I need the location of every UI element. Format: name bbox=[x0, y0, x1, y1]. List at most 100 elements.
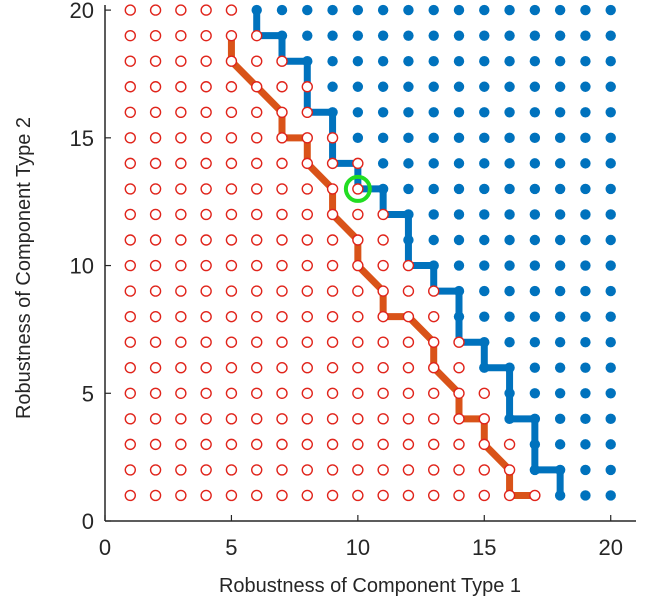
success-point bbox=[479, 336, 490, 348]
success-point bbox=[428, 183, 439, 195]
success-point bbox=[605, 464, 616, 476]
failure-point bbox=[276, 81, 288, 93]
failure-point bbox=[200, 208, 212, 221]
failure-point bbox=[175, 81, 187, 93]
failure-point bbox=[200, 310, 212, 323]
success-point bbox=[453, 4, 465, 16]
failure-point bbox=[276, 362, 288, 374]
success-point bbox=[529, 464, 541, 476]
success-point bbox=[529, 183, 541, 195]
success-point bbox=[504, 234, 515, 246]
success-point bbox=[504, 285, 515, 297]
failure-point bbox=[453, 336, 465, 348]
success-point bbox=[352, 30, 364, 41]
failure-point bbox=[326, 234, 339, 246]
success-point bbox=[605, 490, 616, 501]
success-point bbox=[403, 209, 414, 220]
failure-point bbox=[149, 4, 162, 16]
failure-point bbox=[175, 234, 187, 246]
failure-point bbox=[529, 489, 541, 502]
failure-point bbox=[225, 362, 238, 374]
failure-point bbox=[225, 106, 238, 118]
failure-point bbox=[402, 489, 415, 502]
failure-point bbox=[225, 285, 238, 297]
failure-point bbox=[251, 285, 263, 297]
success-point bbox=[453, 158, 465, 169]
success-point bbox=[302, 30, 313, 41]
success-point bbox=[479, 132, 490, 144]
failure-point bbox=[175, 489, 187, 502]
failure-point bbox=[453, 464, 465, 476]
failure-point bbox=[149, 489, 162, 502]
success-point bbox=[327, 30, 338, 41]
failure-point bbox=[200, 438, 212, 451]
failure-point bbox=[251, 55, 263, 67]
failure-point bbox=[175, 55, 187, 67]
success-point bbox=[504, 183, 515, 195]
success-point bbox=[504, 388, 515, 399]
failure-point bbox=[149, 81, 162, 93]
failure-point bbox=[326, 387, 339, 399]
success-point bbox=[352, 4, 364, 16]
success-point bbox=[529, 311, 541, 322]
failure-point bbox=[175, 387, 187, 399]
failure-point bbox=[175, 464, 187, 476]
success-point bbox=[605, 183, 616, 195]
failure-point bbox=[352, 183, 364, 195]
failure-point bbox=[326, 132, 339, 144]
failure-point bbox=[402, 259, 415, 272]
failure-point bbox=[377, 489, 389, 502]
failure-point bbox=[200, 29, 212, 42]
failure-point bbox=[251, 336, 263, 348]
failure-point bbox=[301, 387, 313, 399]
failure-point bbox=[301, 234, 313, 246]
failure-point bbox=[402, 464, 415, 476]
failure-point bbox=[352, 310, 364, 323]
failure-point bbox=[352, 387, 364, 399]
success-point bbox=[302, 4, 313, 16]
success-point bbox=[580, 209, 591, 220]
x-axis-label: Robustness of Component Type 1 bbox=[219, 575, 521, 597]
highlight-marker bbox=[343, 174, 372, 203]
failure-point bbox=[251, 234, 263, 246]
success-point bbox=[529, 439, 541, 450]
failure-point bbox=[175, 183, 187, 195]
failure-point bbox=[124, 29, 136, 42]
failure-point bbox=[276, 132, 288, 144]
success-point bbox=[554, 81, 566, 92]
success-point bbox=[605, 81, 616, 92]
failure-point bbox=[175, 259, 187, 272]
failure-point bbox=[124, 234, 136, 246]
success-point bbox=[529, 260, 541, 271]
success-point bbox=[453, 81, 465, 92]
success-point bbox=[605, 413, 616, 425]
success-point bbox=[605, 336, 616, 348]
success-point bbox=[554, 285, 566, 297]
failure-point bbox=[276, 438, 288, 451]
success-point bbox=[504, 311, 515, 322]
failure-point bbox=[377, 387, 389, 399]
failure-point bbox=[453, 362, 465, 374]
failure-point bbox=[251, 362, 263, 374]
failure-point bbox=[251, 81, 263, 93]
success-point bbox=[479, 107, 490, 118]
success-point bbox=[428, 81, 439, 92]
failure-point bbox=[301, 489, 313, 502]
y-tick-label: 15 bbox=[70, 126, 94, 151]
failure-point bbox=[175, 438, 187, 451]
failure-point bbox=[200, 81, 212, 93]
failure-point bbox=[276, 157, 288, 170]
success-point bbox=[605, 209, 616, 220]
failure-point bbox=[225, 208, 238, 221]
failure-point bbox=[124, 362, 136, 374]
success-point bbox=[428, 4, 439, 16]
success-point bbox=[479, 311, 490, 322]
success-point bbox=[251, 4, 262, 16]
plot-area bbox=[124, 4, 616, 502]
failure-point bbox=[149, 157, 162, 170]
failure-point bbox=[478, 489, 490, 502]
failure-point bbox=[352, 285, 364, 297]
failure-point bbox=[200, 183, 212, 195]
failure-point bbox=[149, 310, 162, 323]
failure-point bbox=[225, 310, 238, 323]
